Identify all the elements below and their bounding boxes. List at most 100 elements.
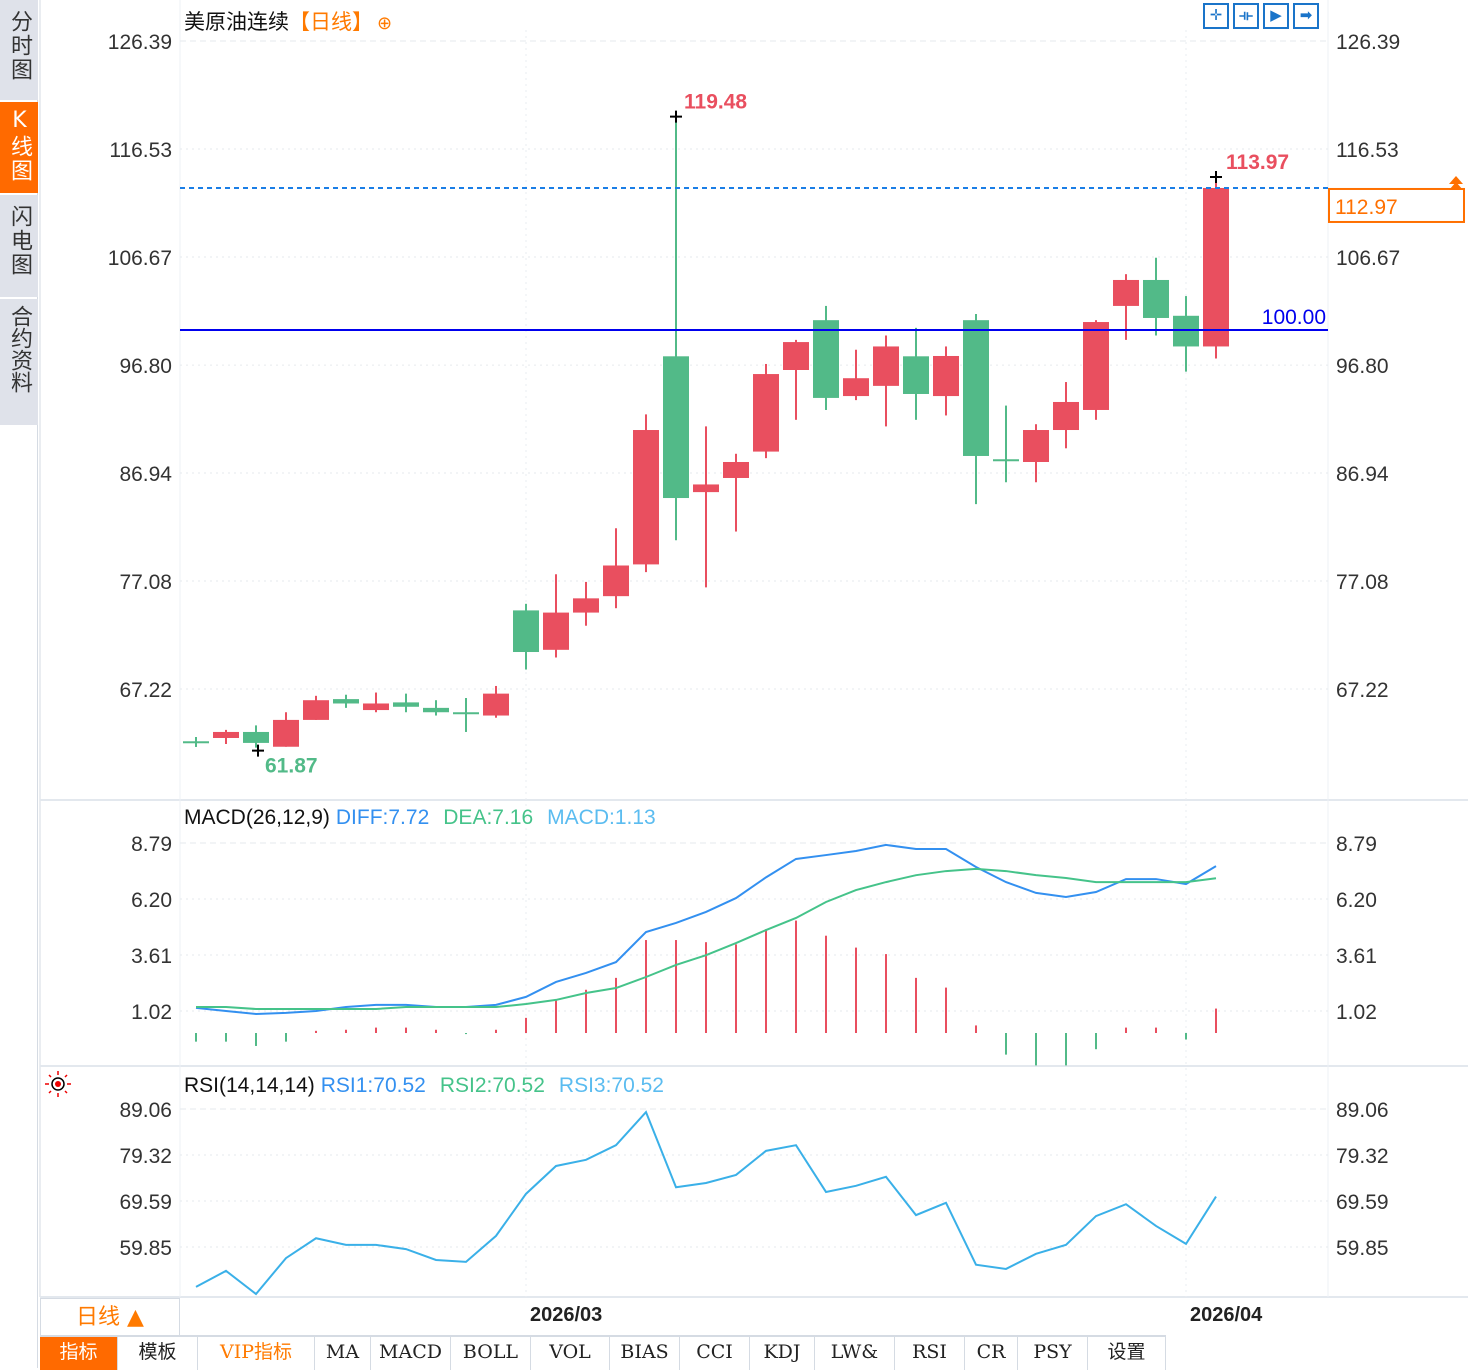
- sidebar-tab-flash[interactable]: 闪电图: [0, 195, 38, 297]
- symbol-name: 美原油连续: [184, 10, 289, 34]
- sidebar-tab-label: 分时图: [7, 10, 32, 82]
- rsi1-label: RSI1:70.52: [320, 1074, 426, 1097]
- extreme-marker-icon: [252, 744, 264, 757]
- candle: [513, 603, 539, 670]
- candle: [213, 729, 239, 745]
- candle-body: [723, 461, 749, 478]
- candle-body: [453, 712, 479, 715]
- candle-body: [873, 346, 899, 386]
- chart-canvas[interactable]: 126.39 126.39 116.53 116.53 106.67 106.67 96.8…: [0, 0, 1468, 1297]
- indicator-tab[interactable]: VIP指标: [198, 1337, 315, 1370]
- last-price-label: 112.97: [1335, 196, 1398, 219]
- candle: [393, 693, 419, 713]
- indicator-tab[interactable]: 设置: [1088, 1337, 1166, 1370]
- sidebar-tab-label: 闪电图: [7, 205, 32, 277]
- candle: [933, 346, 959, 416]
- candle: [633, 414, 659, 573]
- indicator-tab[interactable]: PSY: [1018, 1337, 1088, 1370]
- candle-body: [753, 374, 779, 452]
- crosshair-icon[interactable]: ✛: [1203, 3, 1229, 29]
- candle: [303, 695, 329, 720]
- chart-toolbar: ✛ ⟛ ▶ ➡: [1203, 3, 1319, 29]
- candle: [543, 574, 569, 658]
- high-price-label: 119.48: [684, 91, 747, 114]
- candle-body: [393, 702, 419, 707]
- add-icon[interactable]: ⊕: [377, 13, 393, 34]
- indicator-tab[interactable]: 指标: [40, 1337, 118, 1370]
- chart-background: [40, 0, 1468, 1297]
- rsi-right-tick-label: 69.59: [1336, 1191, 1389, 1214]
- macd-left-tick-label: 8.79: [131, 833, 172, 856]
- zoom-range-icon[interactable]: ⟛: [1233, 3, 1259, 29]
- rsi-title: RSI(14,14,14): [184, 1074, 315, 1097]
- macd-right-tick-label: 3.61: [1336, 945, 1377, 968]
- candle-body: [1173, 315, 1199, 347]
- sidebar-tab-label: K线图: [7, 108, 32, 183]
- candle: [1143, 257, 1169, 336]
- indicator-tab-bar: 指标 模板 VIP指标 MA MACD BOLL VOL BIAS CCI KDJ LW& RSI CR…: [40, 1335, 1166, 1370]
- candle: [843, 349, 869, 401]
- candle: [183, 736, 209, 747]
- candle-body: [933, 355, 959, 397]
- price-left-tick-label: 67.22: [119, 679, 172, 702]
- indicator-tab[interactable]: BIAS: [610, 1337, 680, 1370]
- price-left-tick-label: 77.08: [119, 571, 172, 594]
- candle: [903, 327, 929, 420]
- candle: [333, 694, 359, 708]
- indicator-tab[interactable]: CCI: [680, 1337, 750, 1370]
- indicator-tab[interactable]: RSI: [895, 1337, 965, 1370]
- indicator-tab[interactable]: MA: [315, 1337, 371, 1370]
- extreme-marker-icon: [670, 110, 682, 123]
- candle: [1113, 274, 1139, 340]
- period-label: 【日线】: [289, 10, 373, 34]
- macd-right-tick-label: 6.20: [1336, 889, 1377, 912]
- macd-right-tick-label: 8.79: [1336, 833, 1377, 856]
- candle: [1053, 382, 1079, 449]
- candle-body: [1113, 279, 1139, 306]
- candle: [663, 116, 689, 541]
- sidebar-tab-timeshare[interactable]: 分时图: [0, 0, 38, 100]
- macd-left-tick-label: 1.02: [131, 1001, 172, 1024]
- indicator-tab[interactable]: CR: [965, 1337, 1018, 1370]
- price-left-tick-label: 96.80: [119, 355, 172, 378]
- candle-body: [1053, 401, 1079, 431]
- candle: [363, 692, 389, 713]
- low-price-label: 61.87: [265, 755, 318, 778]
- indicator-tab[interactable]: BOLL: [451, 1337, 531, 1370]
- jump-to-latest-icon[interactable]: ➡: [1293, 3, 1319, 29]
- price-left-tick-label: 116.53: [109, 139, 172, 162]
- candle-body: [183, 741, 209, 744]
- sidebar-tab-contract-info[interactable]: 合约资料: [0, 299, 38, 425]
- candle-body: [483, 693, 509, 716]
- candle-body: [813, 320, 839, 398]
- rsi-right-tick-label: 59.85: [1336, 1237, 1389, 1260]
- reference-line-label: 100.00: [1262, 306, 1326, 329]
- indicator-tab[interactable]: KDJ: [750, 1337, 815, 1370]
- price-right-tick-label: 67.22: [1336, 679, 1389, 702]
- candle: [1023, 424, 1049, 483]
- indicator-settings-icon[interactable]: [44, 1070, 72, 1098]
- price-left-tick-label: 126.39: [108, 31, 172, 54]
- macd-value-label: MACD:1.13: [547, 806, 656, 829]
- indicator-tab[interactable]: 模板: [118, 1337, 198, 1370]
- rsi2-label: RSI2:70.52: [439, 1074, 545, 1097]
- candle: [453, 698, 479, 732]
- indicator-tab[interactable]: VOL: [531, 1337, 610, 1370]
- candle-body: [663, 356, 689, 499]
- candle-body: [303, 700, 329, 720]
- date-axis: 日线 ▲ 2026/03 2026/04: [40, 1297, 1468, 1336]
- indicator-tab[interactable]: LW&: [815, 1337, 895, 1370]
- recent-high-label: 113.97: [1226, 151, 1289, 174]
- indicator-tab[interactable]: MACD: [371, 1337, 451, 1370]
- play-forward-icon[interactable]: ▶: [1263, 3, 1289, 29]
- candle: [423, 700, 449, 716]
- date-label: 2026/04: [1190, 1304, 1263, 1326]
- chart-title: 美原油连续【日线】 ⊕: [184, 6, 392, 36]
- candle: [783, 339, 809, 420]
- period-select-button[interactable]: 日线 ▲: [40, 1298, 180, 1336]
- rsi-left-tick-label: 79.32: [119, 1145, 172, 1168]
- candle-body: [513, 610, 539, 653]
- candle-body: [1083, 322, 1109, 410]
- candle: [603, 528, 629, 609]
- sidebar-tab-kline[interactable]: K线图: [0, 102, 38, 193]
